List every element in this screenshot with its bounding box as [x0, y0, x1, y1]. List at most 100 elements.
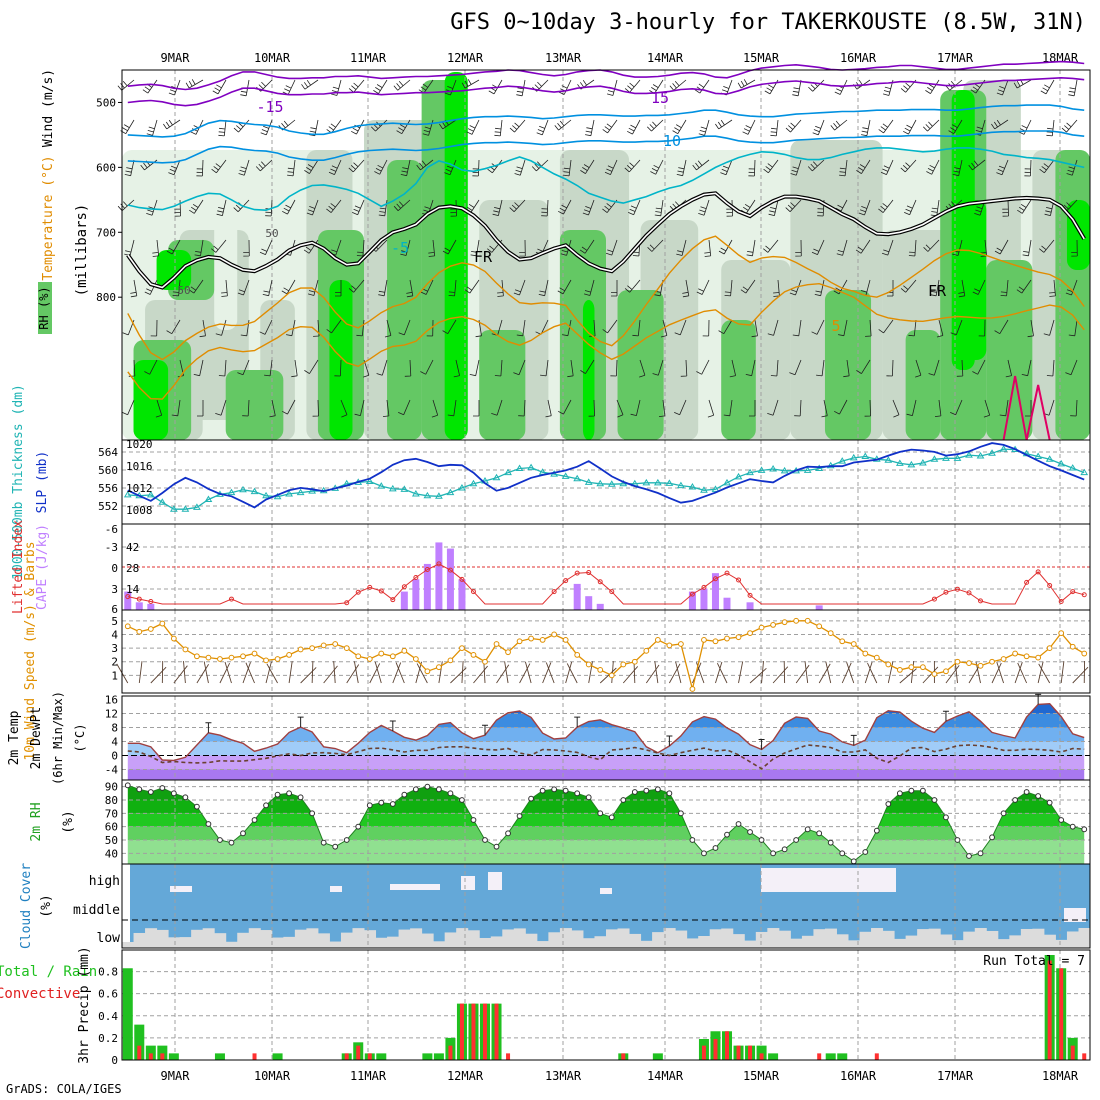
low-cloud-gap: [1066, 931, 1079, 948]
surface-wind-barb: [716, 663, 728, 684]
surface-wind-barb: [196, 664, 209, 684]
surface-wind-barb: [846, 662, 855, 684]
upper-wind-barb: [351, 119, 365, 135]
temp-band: [127, 741, 1085, 756]
upper-wind-barb: [426, 319, 434, 337]
upper-wind-barb: [444, 79, 457, 96]
bottom-date-label: 14MAR: [647, 1069, 684, 1083]
surface-wind-barb: [545, 662, 555, 684]
rh-marker: [908, 787, 915, 794]
upper-wind-barb: [580, 359, 595, 374]
rh-tick-label: 90: [105, 781, 118, 794]
upper-wind-barb: [807, 159, 825, 172]
wind-panel-frame: [121, 609, 1091, 694]
upper-wind-barb: [439, 119, 457, 130]
cape-bar: [400, 591, 408, 610]
upper-wind-barb: [816, 359, 825, 377]
thickness-tick-label: 552: [98, 500, 118, 513]
surface-wind-barb: [1014, 662, 1023, 684]
temp-minmax-bar: [850, 734, 857, 746]
cape-bar: [423, 563, 431, 610]
upper-wind-barb: [674, 319, 687, 336]
upper-wind-barb: [1025, 400, 1032, 417]
upper-wind-barb: [900, 159, 917, 173]
upper-wind-barb: [718, 319, 733, 335]
upper-wind-barb: [281, 279, 296, 295]
rh-marker: [770, 850, 776, 857]
low-cloud-gap: [1043, 934, 1056, 948]
upper-wind-barb: [861, 119, 871, 137]
upper-wind-barb: [259, 319, 273, 335]
upper-wind-barb: [694, 79, 710, 94]
lifted-index-marker: [424, 566, 430, 572]
upper-wind-barb: [585, 119, 595, 137]
surface-wind-barb: [991, 662, 1002, 684]
wind-speed-marker: [159, 620, 166, 627]
thickness-marker: [884, 456, 893, 463]
low-cloud-gap: [790, 938, 803, 948]
rh-tick-label: 40: [105, 847, 118, 860]
bottom-date-label: 17MAR: [937, 1069, 974, 1083]
upper-wind-barb: [770, 359, 779, 377]
low-cloud-gap: [191, 929, 204, 948]
temperature-isotherm-line: [127, 147, 1085, 212]
upper-wind-barb: [124, 159, 135, 177]
surface-wind-barb: [1038, 663, 1051, 684]
rh-shading: [582, 300, 595, 440]
upper-wind-barb: [602, 119, 618, 134]
upper-wind-barb: [654, 199, 664, 217]
low-cloud-gap: [444, 932, 457, 948]
chart-title: GFS 0~10day 3-hourly for TAKERKOUSTE (8.…: [450, 10, 1086, 35]
surface-wind-barb: [265, 661, 272, 684]
upper-wind-barb: [864, 399, 871, 417]
rh-marker: [320, 839, 327, 846]
thickness-marker: [308, 487, 317, 494]
upper-wind-barb: [611, 280, 618, 297]
upper-wind-barb: [702, 319, 710, 337]
low-cloud-gap: [479, 937, 492, 948]
thickness-marker: [803, 466, 812, 473]
upper-wind-barb: [352, 199, 365, 216]
temp-tick-label: 12: [105, 708, 118, 721]
upper-wind-barb: [189, 199, 204, 214]
upper-wind-barb: [974, 199, 986, 216]
wind-speed-marker: [412, 656, 419, 662]
thickness-marker: [653, 478, 662, 486]
low-cloud-gap: [709, 929, 722, 948]
upper-wind-barb: [785, 119, 802, 133]
surface-wind-barb: [183, 661, 186, 684]
upper-wind-barb: [972, 279, 986, 295]
temperature-isotherm-line: [127, 282, 1085, 400]
rh-marker: [228, 839, 235, 846]
upper-wind-barb: [696, 279, 710, 295]
rh-marker: [562, 787, 569, 794]
surface-wind-barb: [566, 663, 578, 684]
upper-wind-barb: [1065, 359, 1078, 376]
rh-marker: [896, 790, 903, 797]
upper-wind-barb: [172, 279, 181, 297]
lifted-index-marker: [470, 589, 476, 595]
upper-wind-barb: [492, 199, 503, 216]
thickness-marker: [965, 451, 973, 458]
upper-wind-barb: [171, 399, 181, 417]
upper-wind-barb: [122, 399, 135, 416]
temp-tick-label: 0: [111, 750, 118, 763]
contour-label: FR: [928, 282, 947, 300]
wind-speed-marker: [931, 671, 938, 677]
rh-band: [127, 840, 1085, 864]
thickness-marker: [446, 488, 455, 496]
wind-speed-marker: [989, 658, 995, 665]
rh-marker: [862, 849, 869, 855]
wind-tick-label: 4: [111, 628, 118, 641]
upper-wind-barb: [356, 239, 365, 257]
surface-wind-barb: [524, 661, 532, 684]
upper-wind-barb: [384, 319, 392, 338]
surface-wind-barb: [1060, 661, 1065, 684]
wind-speed-marker: [470, 652, 477, 658]
upper-wind-barb: [958, 279, 966, 298]
upper-wind-barb: [1005, 359, 1012, 378]
rh-marker: [885, 801, 892, 807]
upper-wind-barb: [789, 359, 802, 376]
upper-wind-barb: [676, 159, 687, 177]
rh-marker: [689, 837, 696, 843]
